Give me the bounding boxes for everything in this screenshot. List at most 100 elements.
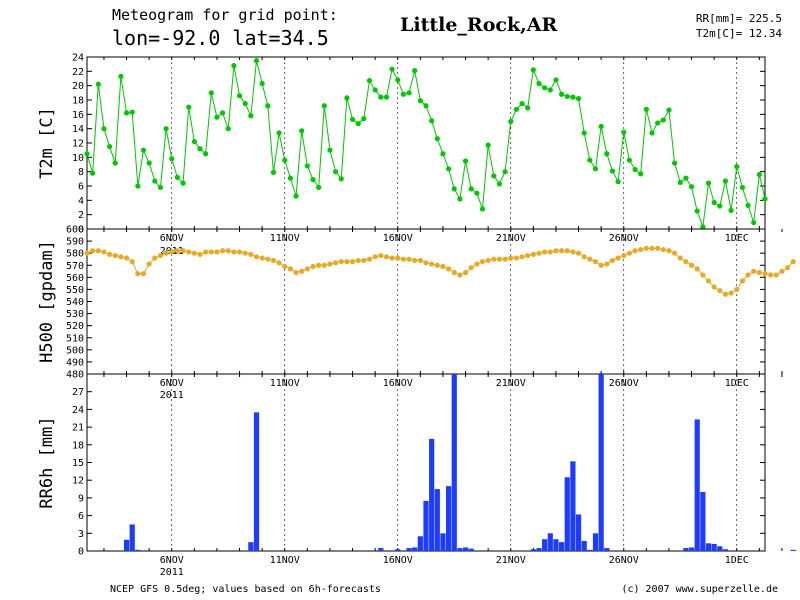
t2m-point [423, 103, 429, 109]
t2m-point [626, 157, 633, 163]
x-tick-label: 16NOV [383, 233, 413, 244]
h500-point [123, 255, 130, 261]
x-tick-label: 1DEC [725, 378, 749, 389]
y-tick-label: 12 [72, 139, 84, 150]
h500-point [542, 249, 548, 255]
h500-point [739, 278, 746, 284]
h500-point [140, 271, 147, 277]
h500-point [327, 261, 333, 267]
t2m-point [225, 126, 231, 132]
t2m-point [446, 166, 452, 172]
rr-bar [587, 549, 593, 551]
t2m-point [683, 175, 689, 181]
h500-point [253, 254, 260, 260]
h500-point [276, 260, 282, 266]
rr-bar [451, 374, 457, 551]
h500-point [468, 265, 474, 271]
rr-bar [434, 489, 440, 551]
t2m-point [587, 157, 593, 163]
t2m-point [468, 186, 474, 192]
h500-point [479, 259, 486, 265]
h500-point [412, 257, 418, 264]
rr-bar [462, 547, 469, 551]
rr-total: RR[mm]= 225.5 [695, 12, 782, 25]
h500-point [355, 257, 361, 264]
h500-point [643, 245, 649, 251]
rr-bar [440, 533, 446, 551]
t2m-point [559, 91, 565, 97]
h500-point [626, 250, 633, 256]
t2m-point [236, 93, 243, 99]
h500-point [474, 261, 480, 267]
h500-point [762, 271, 768, 277]
h500-point [440, 263, 446, 270]
t2m-point [547, 87, 553, 93]
h500-point [118, 254, 124, 260]
h500-point [191, 250, 197, 256]
y-tick-label: 8 [78, 167, 84, 178]
rr-bar [468, 548, 474, 551]
h500-point [711, 284, 717, 290]
h500-point [581, 254, 587, 260]
h500-point [95, 248, 101, 254]
t2m-value: T2m[C]= 12.34 [695, 27, 782, 40]
h500-point [163, 250, 169, 256]
y-tick-label: 580 [66, 249, 84, 260]
h500-point [169, 249, 175, 255]
t2m-point [349, 116, 356, 122]
t2m-point [299, 128, 305, 134]
h500-point [519, 254, 525, 260]
h500-point [378, 252, 384, 259]
rr-bar [705, 543, 712, 551]
x-tick-label: 21NOV [496, 233, 526, 244]
h500-point [248, 251, 254, 257]
rr-bar [688, 547, 695, 551]
h500-point [417, 257, 423, 264]
h500-point [666, 248, 672, 254]
rr-bar [570, 461, 576, 551]
t2m-point [739, 184, 746, 191]
t2m-point [688, 184, 695, 190]
t2m-point [231, 63, 237, 69]
rr-bar [683, 548, 689, 551]
h500-point [101, 249, 107, 255]
h500-point [186, 249, 192, 255]
x-tick-label: 26NOV [609, 233, 639, 244]
title-line-1: Meteogram for grid point: [112, 6, 338, 24]
y-tick-label: 14 [72, 124, 84, 135]
y-tick-label: 20 [72, 81, 84, 92]
y-tick-label: 550 [66, 285, 84, 296]
t2m-point [519, 100, 525, 107]
x-tick-label: 26NOV [609, 555, 639, 566]
h500-point [705, 278, 712, 284]
rr-bar [581, 540, 587, 551]
h500-point [485, 257, 491, 264]
t2m-point [700, 224, 706, 230]
x-tick-label: 21NOV [496, 555, 526, 566]
t2m-point [728, 207, 734, 213]
t2m-point [542, 85, 548, 91]
rr-bar [536, 548, 542, 551]
station-name: Little_Rock,AR [400, 14, 558, 36]
y-tick-label: 15 [72, 458, 84, 469]
y-tick-label: 510 [66, 333, 84, 344]
h500-point [592, 259, 599, 265]
t2m-point [525, 105, 531, 111]
t2m-point [462, 158, 469, 164]
rr-bar [604, 548, 610, 551]
h500-point [180, 248, 186, 254]
h500-point [135, 271, 141, 277]
h500-point [84, 250, 90, 256]
t2m-point [513, 106, 520, 112]
h500-point [570, 249, 576, 255]
t2m-point [208, 90, 214, 96]
t2m-point [293, 193, 299, 199]
h500-point [446, 266, 452, 272]
h500-point [722, 291, 729, 297]
t2m-point [705, 180, 712, 186]
h500-point [361, 257, 367, 264]
rr-bar [423, 500, 429, 551]
t2m-point [304, 163, 310, 169]
h500-point [768, 272, 774, 278]
